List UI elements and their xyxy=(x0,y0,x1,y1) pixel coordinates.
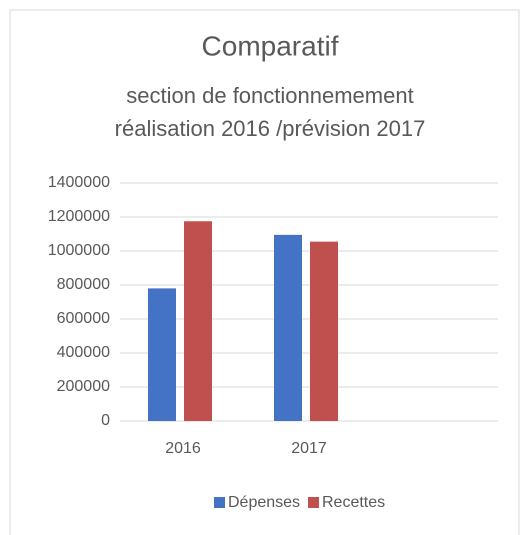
y-tick-label: 600000 xyxy=(57,310,110,327)
y-tick-label: 1200000 xyxy=(48,208,110,225)
legend-swatch xyxy=(308,497,319,508)
legend-label: Dépenses xyxy=(228,494,300,511)
bar xyxy=(184,221,212,421)
y-tick-label: 1000000 xyxy=(48,242,110,259)
chart-subtitle: section de fonctionnemement xyxy=(126,83,413,108)
bar xyxy=(274,234,302,421)
y-tick-label: 200000 xyxy=(57,378,110,395)
bar xyxy=(310,241,338,421)
x-tick-label: 2016 xyxy=(165,440,201,457)
chart-subtitle: réalisation 2016 /prévision 2017 xyxy=(115,116,426,141)
y-tick-label: 1400000 xyxy=(48,174,110,191)
bar xyxy=(148,288,176,421)
y-tick-label: 800000 xyxy=(57,276,110,293)
y-tick-label: 400000 xyxy=(57,344,110,361)
legend-label: Recettes xyxy=(322,494,385,511)
y-tick-label: 0 xyxy=(101,412,110,429)
x-tick-label: 2017 xyxy=(291,440,327,457)
legend-swatch xyxy=(214,497,225,508)
chart-title: Comparatif xyxy=(202,30,339,61)
chart-border xyxy=(9,9,520,535)
